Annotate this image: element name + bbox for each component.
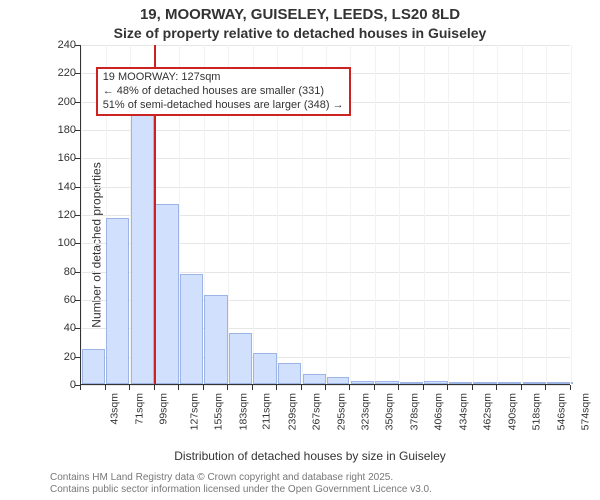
title-line-1: 19, MOORWAY, GUISELEY, LEEDS, LS20 8LD <box>0 6 600 23</box>
y-tick-label: 60 <box>50 294 76 306</box>
title-block: 19, MOORWAY, GUISELEY, LEEDS, LS20 8LD S… <box>0 0 600 41</box>
histogram-bar <box>229 333 252 384</box>
y-tick-label: 140 <box>50 181 76 193</box>
y-tick-label: 20 <box>50 351 76 363</box>
x-tick-label: 574sqm <box>580 393 592 430</box>
x-tick-mark <box>105 385 106 390</box>
histogram-bar <box>303 374 326 384</box>
x-tick-mark <box>398 385 399 390</box>
x-tick-mark <box>496 385 497 390</box>
x-tick-label: 99sqm <box>158 393 170 425</box>
y-tick-label: 160 <box>50 152 76 164</box>
y-tick-label: 100 <box>50 237 76 249</box>
annotation-line-3: 51% of semi-detached houses are larger (… <box>103 99 344 113</box>
x-tick-label: 295sqm <box>335 393 347 430</box>
gridline-v <box>497 45 498 384</box>
x-tick-mark <box>325 385 326 390</box>
histogram-bar <box>106 218 129 384</box>
x-tick-label: 406sqm <box>433 393 445 430</box>
y-tick-label: 120 <box>50 209 76 221</box>
x-tick-label: 462sqm <box>482 393 494 430</box>
gridline-v <box>522 45 523 384</box>
histogram-bar <box>180 274 203 385</box>
x-tick-mark <box>570 385 571 390</box>
histogram-bar <box>278 363 301 384</box>
histogram-bar <box>204 295 227 384</box>
histogram-bar <box>351 381 374 384</box>
histogram-bar <box>498 382 521 384</box>
histogram-bar <box>547 382 570 384</box>
x-axis-label: Distribution of detached houses by size … <box>174 449 445 463</box>
histogram-bar <box>131 104 154 385</box>
x-tick-mark <box>521 385 522 390</box>
y-tick-label: 0 <box>50 379 76 391</box>
x-tick-mark <box>154 385 155 390</box>
x-tick-mark <box>252 385 253 390</box>
x-tick-label: 434sqm <box>457 393 469 430</box>
histogram-bar <box>473 382 496 384</box>
credits: Contains HM Land Registry data © Crown c… <box>50 472 432 496</box>
gridline-v <box>473 45 474 384</box>
annotation-line-2: ← 48% of detached houses are smaller (33… <box>103 85 344 99</box>
x-tick-mark <box>129 385 130 390</box>
histogram-bar <box>375 381 398 384</box>
histogram-bar <box>523 382 546 384</box>
gridline-v <box>375 45 376 384</box>
x-tick-label: 378sqm <box>408 393 420 430</box>
x-tick-label: 155sqm <box>213 393 225 430</box>
histogram-bar <box>449 382 472 384</box>
y-tick-label: 180 <box>50 124 76 136</box>
histogram-bar <box>327 377 349 384</box>
title-line-2: Size of property relative to detached ho… <box>0 25 600 41</box>
x-tick-mark <box>447 385 448 390</box>
annotation-box: 19 MOORWAY: 127sqm ← 48% of detached hou… <box>96 67 351 116</box>
x-tick-label: 127sqm <box>188 393 200 430</box>
x-tick-label: 546sqm <box>555 393 567 430</box>
y-tick-label: 240 <box>50 39 76 51</box>
histogram-bar <box>82 349 105 384</box>
y-tick-label: 220 <box>50 67 76 79</box>
x-tick-mark <box>276 385 277 390</box>
histogram-bar <box>571 382 573 384</box>
x-tick-label: 183sqm <box>237 393 249 430</box>
x-tick-mark <box>349 385 350 390</box>
x-tick-label: 239sqm <box>286 393 298 430</box>
x-tick-label: 323sqm <box>360 393 372 430</box>
x-tick-mark <box>227 385 228 390</box>
x-tick-mark <box>203 385 204 390</box>
annotation-line-1: 19 MOORWAY: 127sqm <box>103 71 344 85</box>
y-tick-label: 200 <box>50 96 76 108</box>
x-tick-mark <box>80 385 81 390</box>
y-tick-label: 40 <box>50 322 76 334</box>
histogram-bar <box>424 381 447 384</box>
x-tick-label: 267sqm <box>311 393 323 430</box>
plot-frame: Number of detached properties 0204060801… <box>50 45 570 445</box>
x-tick-mark <box>545 385 546 390</box>
x-tick-mark <box>301 385 302 390</box>
x-tick-label: 350sqm <box>383 393 395 430</box>
x-tick-mark <box>423 385 424 390</box>
figure: 19, MOORWAY, GUISELEY, LEEDS, LS20 8LD S… <box>0 0 600 500</box>
gridline-v <box>546 45 547 384</box>
gridline-v <box>424 45 425 384</box>
gridline-v <box>81 45 82 384</box>
x-tick-mark <box>472 385 473 390</box>
x-tick-label: 43sqm <box>109 393 121 425</box>
credits-line-2: Contains public sector information licen… <box>50 484 432 496</box>
gridline-v <box>399 45 400 384</box>
x-tick-mark <box>374 385 375 390</box>
chart-area: 19 MOORWAY: 127sqm ← 48% of detached hou… <box>80 45 570 385</box>
credits-line-1: Contains HM Land Registry data © Crown c… <box>50 472 432 484</box>
x-tick-label: 211sqm <box>261 393 273 430</box>
y-tick-label: 80 <box>50 266 76 278</box>
histogram-bar <box>253 353 276 384</box>
x-tick-label: 518sqm <box>531 393 543 430</box>
gridline-v <box>448 45 449 384</box>
x-tick-label: 71sqm <box>133 393 145 425</box>
x-tick-mark <box>178 385 179 390</box>
histogram-bar <box>155 204 178 384</box>
histogram-bar <box>400 382 423 384</box>
gridline-v <box>571 45 572 384</box>
x-tick-label: 490sqm <box>506 393 518 430</box>
